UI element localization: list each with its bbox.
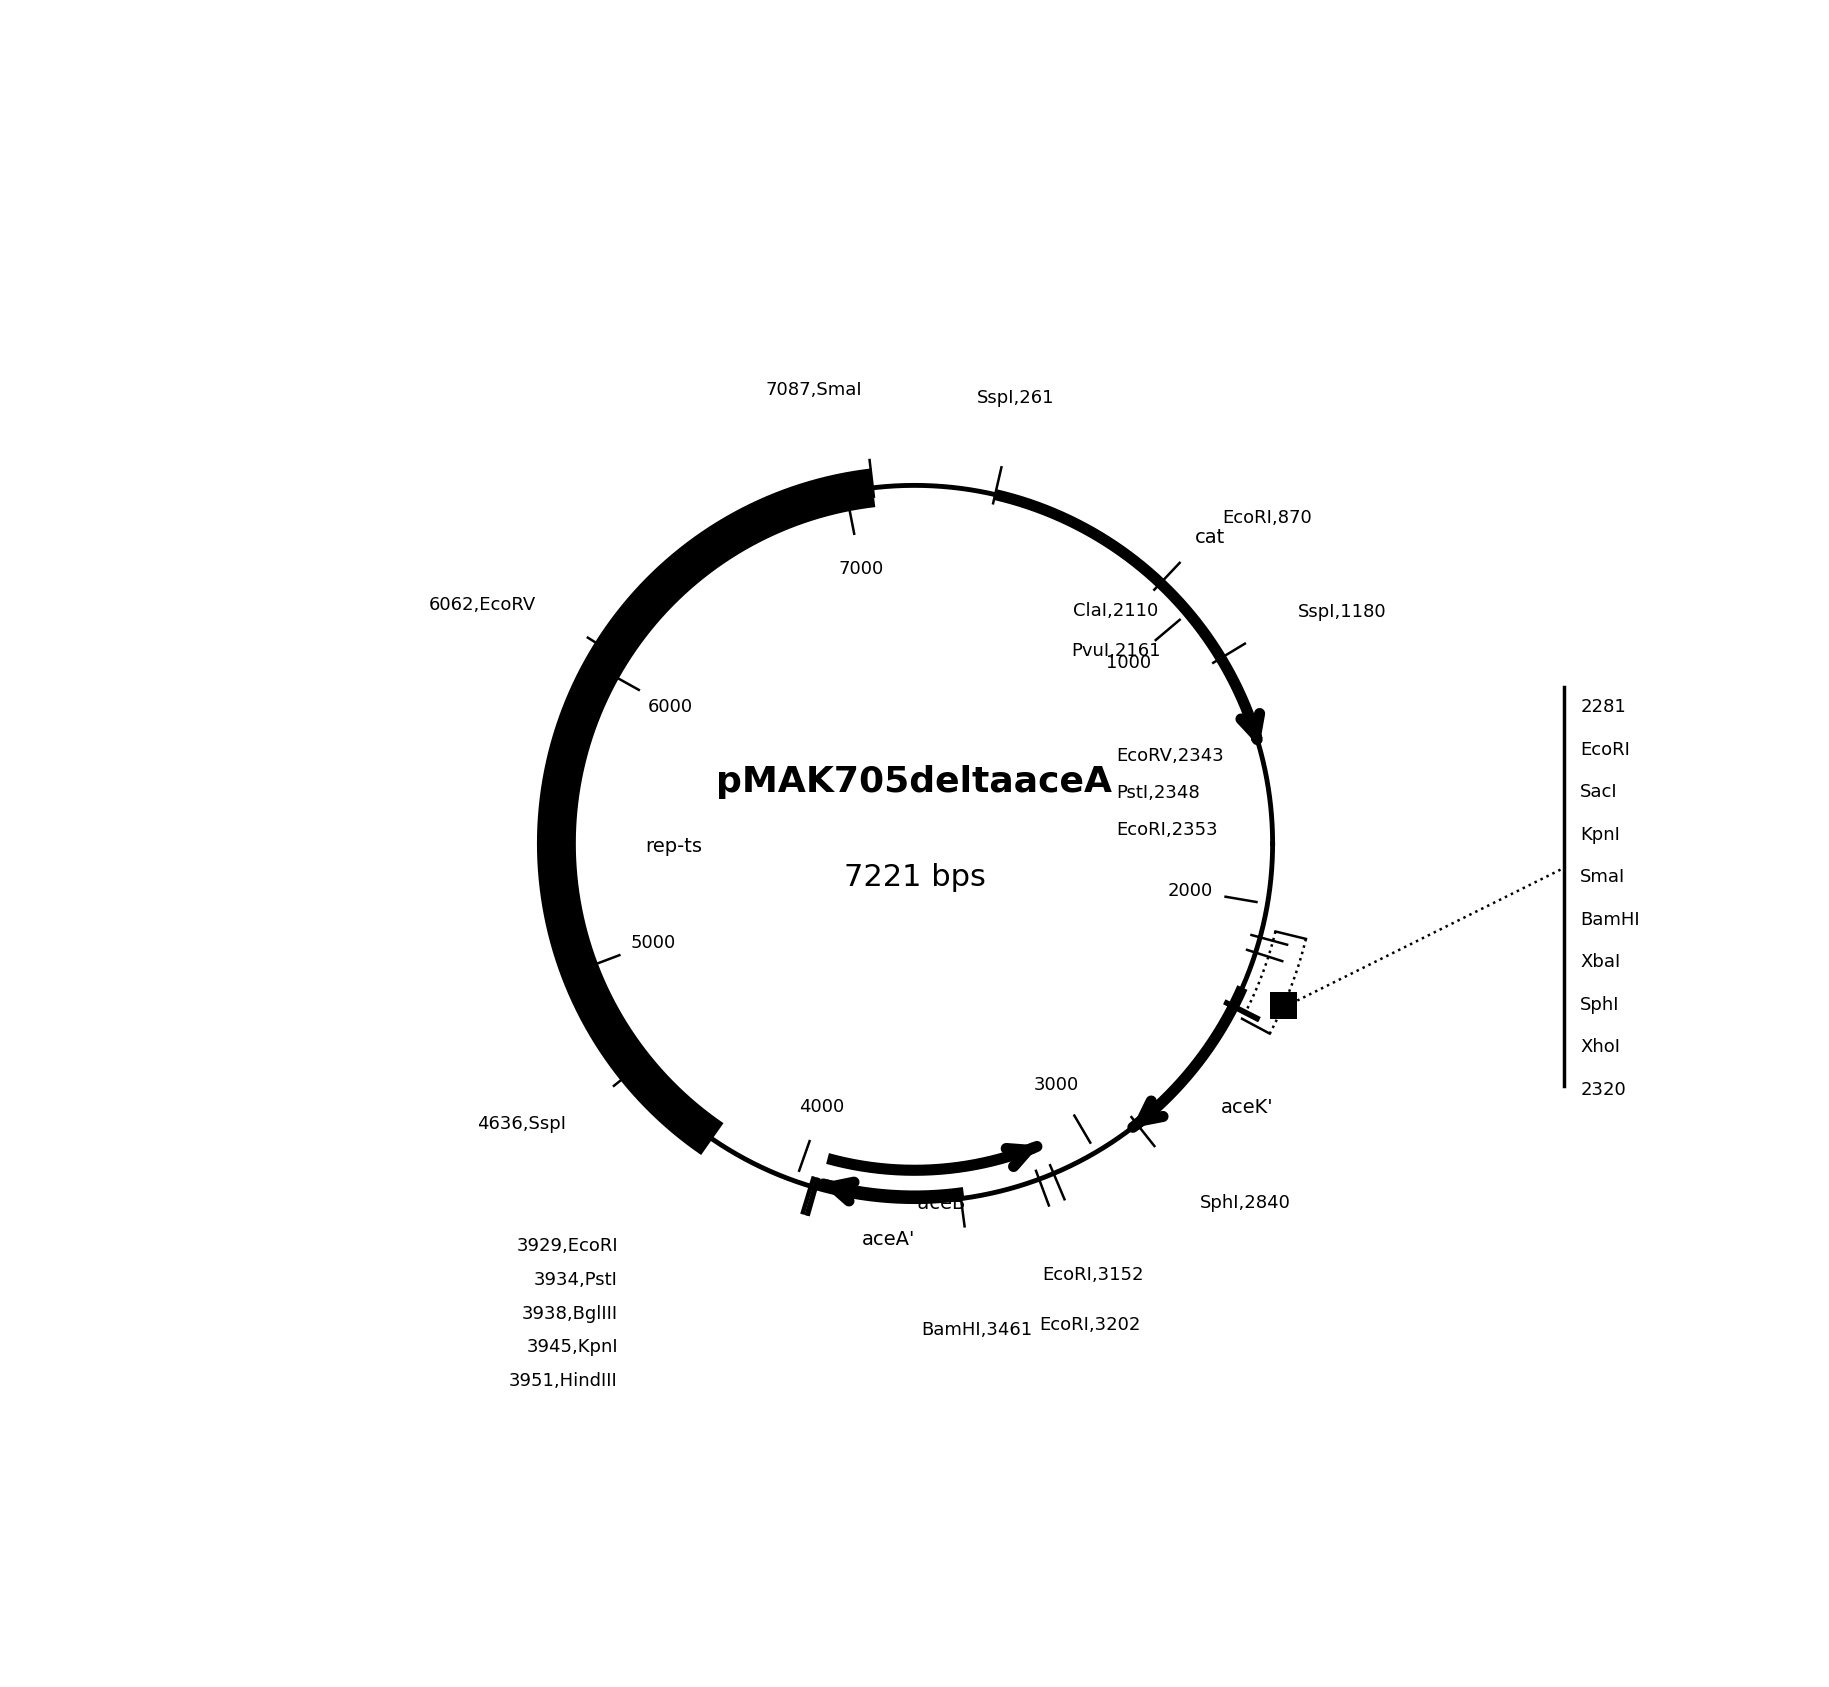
Text: BamHI: BamHI	[1580, 911, 1641, 928]
Text: rep-ts: rep-ts	[646, 837, 702, 857]
Text: 2320: 2320	[1580, 1081, 1626, 1098]
Text: 7087,SmaI: 7087,SmaI	[766, 381, 863, 398]
Text: SmaI: SmaI	[1580, 869, 1626, 886]
Text: EcoRI: EcoRI	[1580, 741, 1630, 759]
Text: 3929,EcoRI: 3929,EcoRI	[516, 1237, 618, 1255]
Text: aceA': aceA'	[861, 1230, 914, 1250]
Text: SphI,2840: SphI,2840	[1200, 1194, 1291, 1211]
Text: 3938,BglIII: 3938,BglIII	[521, 1304, 618, 1323]
Text: ClaI,2110: ClaI,2110	[1074, 602, 1158, 619]
Text: 3951,HindIII: 3951,HindIII	[508, 1372, 618, 1390]
Text: XhoI: XhoI	[1580, 1038, 1620, 1056]
Text: 5000: 5000	[631, 933, 675, 951]
Text: EcoRI,3202: EcoRI,3202	[1039, 1316, 1141, 1334]
Text: SacI: SacI	[1580, 783, 1619, 801]
Text: 3945,KpnI: 3945,KpnI	[527, 1338, 618, 1356]
Text: 6062,EcoRV: 6062,EcoRV	[428, 596, 536, 614]
Text: 'aceB: 'aceB	[913, 1194, 966, 1213]
Text: XbaI: XbaI	[1580, 953, 1620, 972]
Text: EcoRI,870: EcoRI,870	[1222, 509, 1311, 526]
Text: PvuI,2161: PvuI,2161	[1072, 643, 1161, 660]
Bar	[1269, 992, 1297, 1019]
Text: 1000: 1000	[1107, 655, 1150, 671]
Text: EcoRI,3152: EcoRI,3152	[1043, 1267, 1143, 1284]
Text: 2281: 2281	[1580, 698, 1626, 715]
Text: BamHI,3461: BamHI,3461	[922, 1321, 1033, 1339]
Text: cat: cat	[1194, 528, 1225, 547]
Text: EcoRV,2343: EcoRV,2343	[1116, 747, 1224, 766]
Text: 7000: 7000	[838, 560, 883, 579]
Text: aceK': aceK'	[1222, 1098, 1275, 1117]
Text: 3000: 3000	[1033, 1076, 1079, 1093]
Text: 4636,SspI: 4636,SspI	[477, 1115, 565, 1134]
Text: KpnI: KpnI	[1580, 825, 1620, 844]
Text: pMAK705deltaaceA: pMAK705deltaaceA	[717, 764, 1112, 800]
Text: 2000: 2000	[1167, 882, 1213, 899]
Text: 6000: 6000	[647, 698, 693, 717]
Text: PstI,2348: PstI,2348	[1116, 784, 1200, 801]
Text: EcoRI,2353: EcoRI,2353	[1116, 822, 1218, 838]
Text: SspI,261: SspI,261	[977, 390, 1054, 407]
Text: 7221 bps: 7221 bps	[843, 862, 986, 891]
Text: 3934,PstI: 3934,PstI	[534, 1270, 618, 1289]
Text: 4000: 4000	[799, 1098, 845, 1117]
Text: SphI: SphI	[1580, 995, 1620, 1014]
Text: SspI,1180: SspI,1180	[1297, 602, 1386, 621]
